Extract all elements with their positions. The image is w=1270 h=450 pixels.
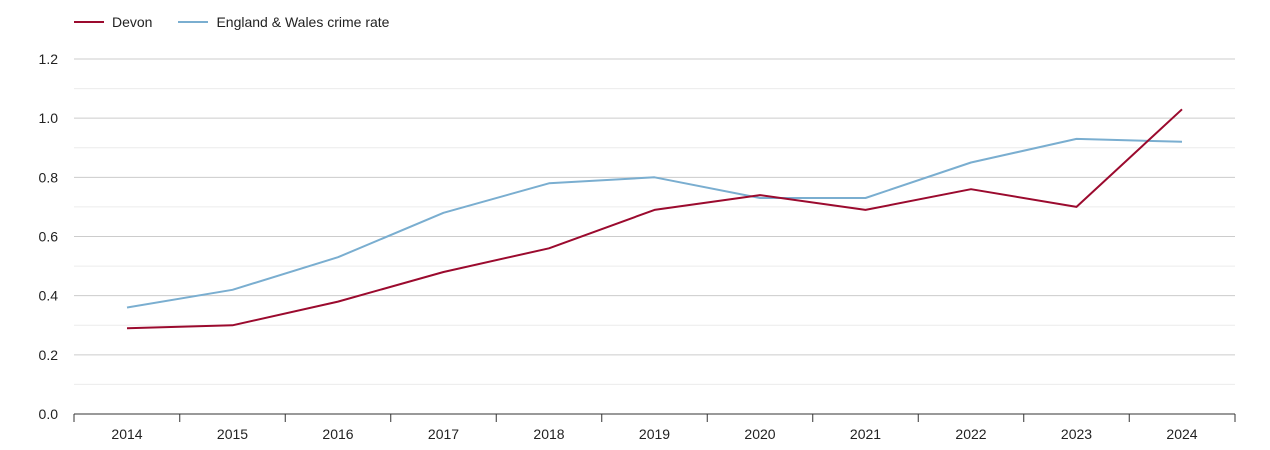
y-tick-label: 0.0 [39, 406, 59, 422]
y-tick-label: 0.6 [39, 229, 59, 245]
x-tick-label: 2023 [1061, 426, 1092, 442]
legend-item-devon[interactable]: Devon [74, 14, 152, 30]
legend-swatch-devon [74, 21, 104, 23]
y-tick-label: 0.4 [39, 288, 59, 304]
x-tick-label: 2016 [322, 426, 353, 442]
x-tick-label: 2018 [533, 426, 564, 442]
x-tick-label: 2022 [955, 426, 986, 442]
x-tick-label: 2024 [1166, 426, 1197, 442]
chart-legend: Devon England & Wales crime rate [74, 14, 389, 30]
x-tick-label: 2019 [639, 426, 670, 442]
series-line-england-wales[interactable] [126, 137, 1183, 309]
x-tick-label: 2017 [428, 426, 459, 442]
legend-label-england-wales: England & Wales crime rate [216, 14, 390, 30]
y-tick-label: 0.8 [39, 169, 59, 185]
y-tick-label: 0.2 [39, 347, 59, 363]
series-lines [126, 108, 1183, 330]
x-tick-label: 2020 [744, 426, 775, 442]
x-tick-label: 2021 [850, 426, 881, 442]
legend-label-devon: Devon [112, 14, 153, 30]
grid-lines [74, 58, 1235, 385]
x-tick-label: 2015 [217, 426, 248, 442]
legend-item-england-wales[interactable]: England & Wales crime rate [178, 14, 389, 30]
y-tick-label: 1.0 [39, 110, 59, 126]
y-tick-label: 1.2 [39, 51, 59, 67]
x-tick-label: 2014 [111, 426, 142, 442]
axes: 0.0 0.2 0.4 0.6 0.8 1.0 1.2 2014 2015 2016 2017 201… [39, 51, 1236, 442]
legend-swatch-england-wales [178, 21, 209, 23]
series-line-devon[interactable] [126, 108, 1183, 330]
